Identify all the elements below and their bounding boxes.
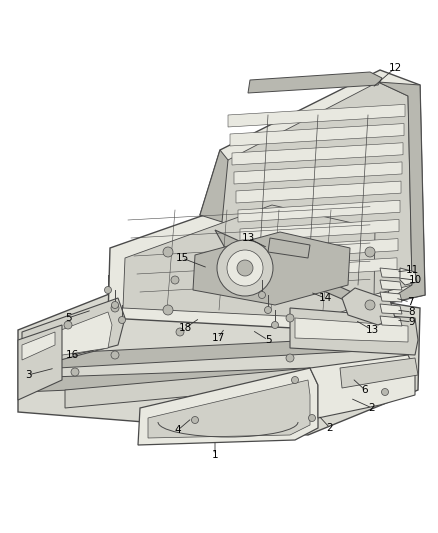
Text: 17: 17 <box>212 333 225 343</box>
Text: 4: 4 <box>175 425 181 435</box>
Text: 2: 2 <box>369 403 375 413</box>
Text: 1: 1 <box>212 450 218 460</box>
Text: 9: 9 <box>409 317 415 327</box>
Polygon shape <box>268 238 310 258</box>
Polygon shape <box>210 82 412 295</box>
Polygon shape <box>215 230 390 320</box>
Polygon shape <box>400 268 417 285</box>
Circle shape <box>286 314 294 322</box>
Polygon shape <box>30 312 112 360</box>
Circle shape <box>191 416 198 424</box>
Circle shape <box>258 292 265 298</box>
Polygon shape <box>200 150 228 222</box>
Polygon shape <box>22 298 125 370</box>
Polygon shape <box>380 316 402 326</box>
Text: 8: 8 <box>409 307 415 317</box>
Polygon shape <box>193 232 350 305</box>
Text: 5: 5 <box>65 313 71 323</box>
Circle shape <box>163 247 173 257</box>
Polygon shape <box>228 104 405 127</box>
Text: 13: 13 <box>365 325 378 335</box>
Text: 2: 2 <box>327 423 333 433</box>
Text: 11: 11 <box>406 265 419 275</box>
Polygon shape <box>240 220 399 241</box>
Circle shape <box>176 328 184 336</box>
Circle shape <box>292 376 299 384</box>
Polygon shape <box>123 205 375 318</box>
Circle shape <box>111 304 119 312</box>
Circle shape <box>112 302 119 309</box>
Text: 18: 18 <box>178 323 192 333</box>
Polygon shape <box>380 268 402 278</box>
Polygon shape <box>18 325 62 400</box>
Polygon shape <box>138 368 318 445</box>
Polygon shape <box>22 332 55 360</box>
Text: 6: 6 <box>362 385 368 395</box>
Circle shape <box>272 321 279 328</box>
Circle shape <box>308 415 315 422</box>
Circle shape <box>111 351 119 359</box>
Polygon shape <box>238 200 400 222</box>
Text: 5: 5 <box>265 335 271 345</box>
Circle shape <box>217 240 273 296</box>
Text: 10: 10 <box>409 275 421 285</box>
Text: 12: 12 <box>389 63 402 73</box>
Polygon shape <box>108 192 390 330</box>
Polygon shape <box>295 318 408 342</box>
Polygon shape <box>22 368 310 392</box>
Polygon shape <box>380 292 402 302</box>
Polygon shape <box>22 335 415 370</box>
Circle shape <box>171 276 179 284</box>
Circle shape <box>64 321 72 329</box>
Circle shape <box>265 306 272 313</box>
Polygon shape <box>148 380 310 438</box>
Text: 14: 14 <box>318 293 332 303</box>
Text: 13: 13 <box>241 233 254 243</box>
Polygon shape <box>310 355 415 418</box>
Polygon shape <box>236 181 401 203</box>
Polygon shape <box>230 124 404 146</box>
Polygon shape <box>342 288 395 325</box>
Circle shape <box>365 247 375 257</box>
Text: 15: 15 <box>175 253 189 263</box>
Circle shape <box>381 389 389 395</box>
Circle shape <box>365 300 375 310</box>
Polygon shape <box>200 70 425 305</box>
Circle shape <box>71 368 79 376</box>
Circle shape <box>105 287 112 294</box>
Polygon shape <box>234 162 402 184</box>
Polygon shape <box>18 268 420 435</box>
Polygon shape <box>290 308 418 355</box>
Circle shape <box>119 317 126 324</box>
Circle shape <box>237 260 253 276</box>
Text: 7: 7 <box>407 297 413 307</box>
Polygon shape <box>378 82 425 305</box>
Polygon shape <box>340 358 418 388</box>
Polygon shape <box>232 143 403 165</box>
Polygon shape <box>65 368 310 408</box>
Polygon shape <box>248 72 382 93</box>
Polygon shape <box>380 280 402 290</box>
Text: 16: 16 <box>65 350 79 360</box>
Polygon shape <box>244 258 397 279</box>
Circle shape <box>163 305 173 315</box>
Text: 3: 3 <box>25 370 31 380</box>
Polygon shape <box>242 239 398 260</box>
Polygon shape <box>380 304 402 314</box>
Circle shape <box>227 250 263 286</box>
Circle shape <box>286 354 294 362</box>
